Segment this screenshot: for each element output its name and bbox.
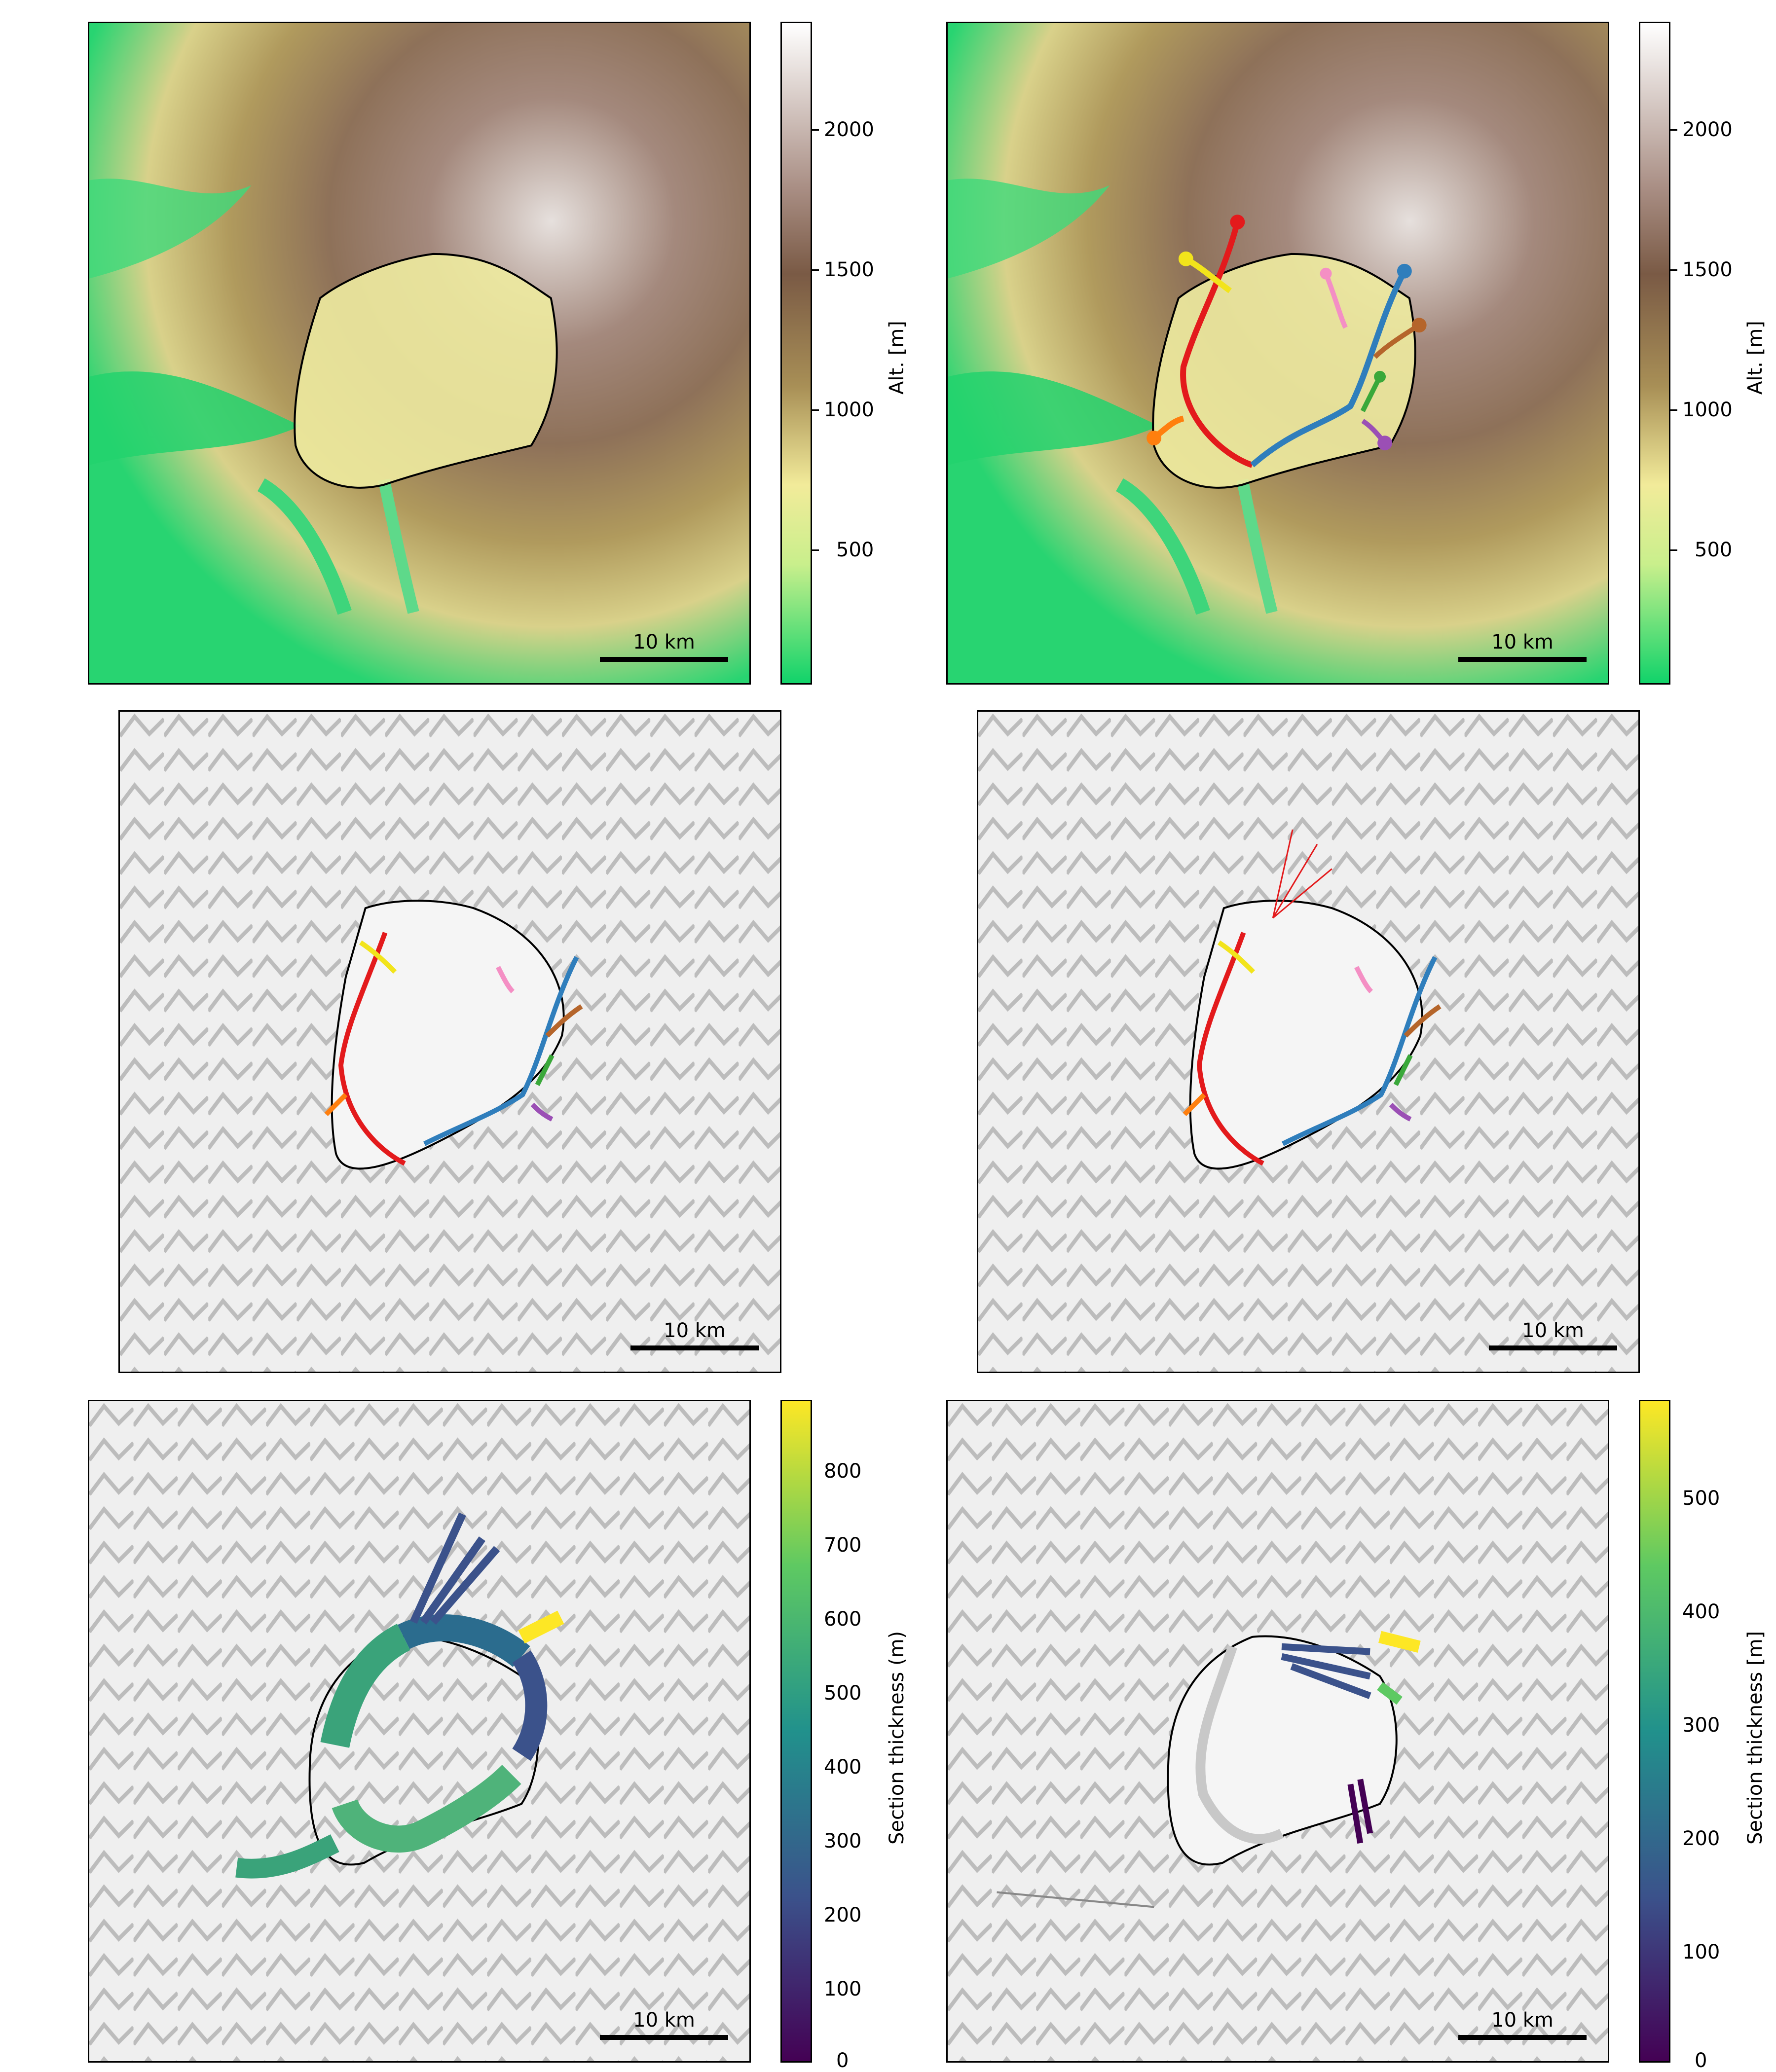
thickness-tick-300: 300 xyxy=(1682,1714,1720,1737)
thickness-tick-0: 0 xyxy=(1695,2049,1707,2072)
flowline-pink xyxy=(1323,272,1348,329)
scale-bar-label: 10 km xyxy=(633,2009,695,2032)
hillshade-map-right: 10 km xyxy=(977,710,1640,1373)
scale-bar-label: 10 km xyxy=(664,1319,726,1342)
thickness-tick-700: 700 xyxy=(824,1534,862,1557)
scale-bar xyxy=(1489,1345,1617,1350)
scale-bar xyxy=(600,657,728,662)
altitude-colorbar-left xyxy=(780,22,812,685)
thickness-tick-200: 200 xyxy=(1682,1827,1720,1850)
section-yellow xyxy=(359,940,397,974)
thickness-tick-800: 800 xyxy=(824,1460,862,1483)
hillshade-map-left: 10 km xyxy=(118,710,781,1373)
altitude-tick-2000: 2000 xyxy=(1682,118,1733,141)
altitude-tick-500: 500 xyxy=(1695,539,1733,561)
section-brown xyxy=(545,1004,583,1038)
flowline-red xyxy=(1180,221,1254,468)
section-purple xyxy=(530,1102,554,1122)
dem-terrain xyxy=(89,23,749,683)
thickness-tick-300: 300 xyxy=(824,1830,862,1853)
dem-map-left: 10 km xyxy=(88,22,751,685)
section-thickness-right xyxy=(948,1401,1608,2061)
scale-bar xyxy=(1458,2035,1587,2040)
scale-bar-label: 10 km xyxy=(1522,1319,1584,1342)
altitude-tick-2000: 2000 xyxy=(824,118,874,141)
altitude-tick-1500: 1500 xyxy=(1682,258,1733,281)
scale-bar xyxy=(630,1345,759,1350)
scale-bar xyxy=(1458,657,1587,662)
altitude-axis-label: Alt. [m] xyxy=(1744,321,1767,395)
scale-bar-label: 10 km xyxy=(1491,631,1554,654)
altitude-axis-label: Alt. [m] xyxy=(886,321,908,395)
flowline-blue xyxy=(1250,269,1407,468)
altitude-tick-1000: 1000 xyxy=(1682,399,1733,421)
thickness-colorbar-left xyxy=(780,1400,812,2063)
thickness-tick-500: 500 xyxy=(1682,1487,1720,1510)
thickness-tick-100: 100 xyxy=(824,1978,862,2000)
dem-terrain-flowlines xyxy=(948,23,1608,683)
thickness-axis-label: Section thickness [m] xyxy=(1744,1631,1767,1845)
thickness-tick-400: 400 xyxy=(824,1756,862,1779)
thickness-tick-500: 500 xyxy=(824,1682,862,1705)
thickness-tick-400: 400 xyxy=(1682,1600,1720,1623)
section-green xyxy=(535,1054,555,1086)
section-pink xyxy=(496,966,515,993)
section-blue xyxy=(423,956,579,1146)
scale-bar-label: 10 km xyxy=(633,631,695,654)
thickness-map-left: 10 km xyxy=(88,1400,751,2063)
altitude-colorbar-right xyxy=(1639,22,1670,685)
altitude-tick-1000: 1000 xyxy=(824,399,874,421)
thickness-tick-0: 0 xyxy=(836,2049,849,2072)
hillshade-cross-sections-corrected xyxy=(978,712,1638,1372)
thickness-axis-label: Section thickness (m) xyxy=(886,1631,908,1845)
section-red xyxy=(338,932,406,1166)
thickness-tick-100: 100 xyxy=(1682,1941,1720,1963)
scale-bar-label: 10 km xyxy=(1491,2009,1554,2032)
thickness-tick-600: 600 xyxy=(824,1608,862,1631)
thickness-tick-200: 200 xyxy=(824,1904,862,1927)
altitude-tick-500: 500 xyxy=(836,539,874,561)
altitude-tick-1500: 1500 xyxy=(824,258,874,281)
thickness-map-right: 10 km xyxy=(946,1400,1609,2063)
dem-map-right: 10 km xyxy=(946,22,1609,685)
hillshade-cross-sections xyxy=(120,712,780,1372)
scale-bar xyxy=(600,2035,728,2040)
thickness-colorbar-right xyxy=(1639,1400,1670,2063)
section-thickness-left xyxy=(89,1401,749,2061)
section-orange xyxy=(324,1092,348,1116)
